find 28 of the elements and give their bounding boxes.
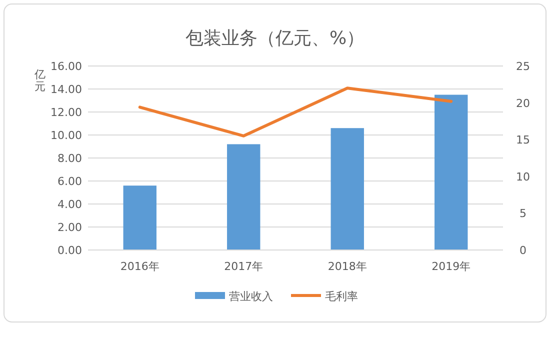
x-tick-label: 2016年 <box>120 260 160 273</box>
x-tick-label: 2019年 <box>432 260 471 273</box>
x-tick-label: 2018年 <box>328 260 367 273</box>
y2-tick-label: 20 <box>516 96 530 110</box>
bar <box>330 128 364 250</box>
bar <box>123 186 156 250</box>
y-tick-label: 10.00 <box>50 129 82 142</box>
legend-label: 营业收入 <box>229 290 273 303</box>
y-tick-label: 8.00 <box>58 152 82 165</box>
chart-title: 包装业务（亿元、%） <box>185 28 365 49</box>
x-tick-label: 2017年 <box>224 260 264 273</box>
y-tick-label: 4.00 <box>58 198 82 211</box>
y-tick-label: 6.00 <box>58 175 82 188</box>
bar <box>227 144 260 250</box>
line-series <box>138 86 453 138</box>
y2-tick-label: 25 <box>516 60 530 73</box>
y2-tick-label: 5 <box>520 207 526 220</box>
y-tick-label: 16.00 <box>50 60 82 73</box>
y2-tick-label: 15 <box>516 134 530 147</box>
y-axis-title: 亿元 <box>34 68 46 93</box>
legend-label: 毛利率 <box>325 290 358 303</box>
y-tick-label: 2.00 <box>58 221 82 234</box>
y-tick-label: 12.00 <box>50 106 82 119</box>
y-tick-label: 0.00 <box>58 244 82 257</box>
y2-tick-label: 10 <box>516 170 530 184</box>
y-tick-label: 14.00 <box>50 83 82 96</box>
y2-tick-label: 0 <box>520 244 526 257</box>
bar <box>434 94 468 250</box>
